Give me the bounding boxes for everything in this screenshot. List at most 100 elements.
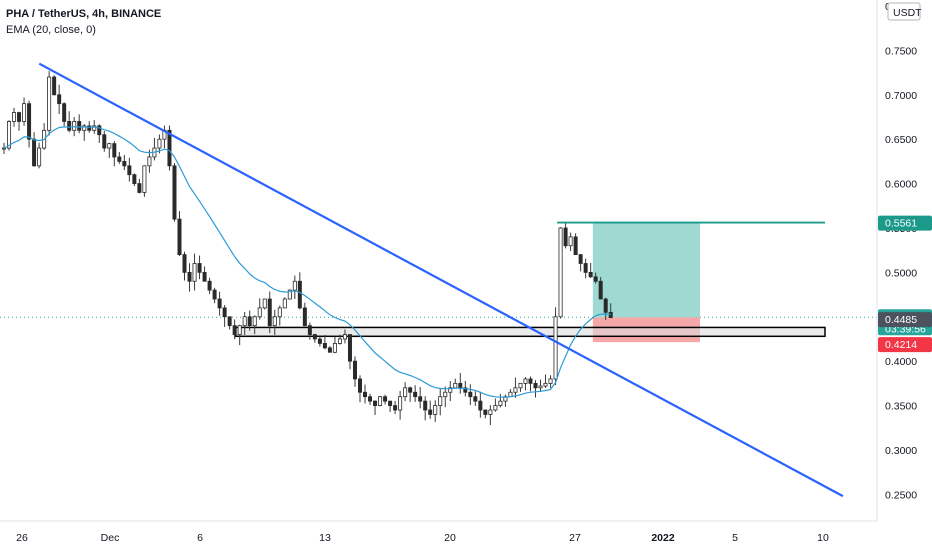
candle-body — [543, 382, 548, 387]
candle-body — [548, 378, 553, 384]
candle-body — [277, 307, 282, 318]
x-tick-label: 13 — [319, 532, 331, 544]
candle-body — [563, 227, 568, 247]
candle-body — [473, 396, 478, 402]
candle-body — [428, 409, 433, 415]
candle-body — [603, 298, 608, 313]
x-tick-label: Dec — [101, 532, 120, 544]
candle-body — [383, 396, 388, 402]
candle-body — [177, 218, 182, 256]
y-tick-label: 0.7000 — [885, 90, 917, 102]
x-tick-label: 10 — [817, 532, 829, 544]
candle-body — [137, 183, 142, 193]
candle-body — [453, 382, 458, 389]
candle-body — [62, 103, 67, 122]
candle-body — [117, 156, 122, 162]
candle-body — [568, 236, 573, 247]
candle-body — [172, 165, 177, 220]
candle-body — [307, 325, 312, 335]
candle-body — [37, 147, 42, 167]
candle-body — [588, 271, 593, 278]
ema-indicator-label[interactable]: EMA (20, close, 0) — [6, 24, 96, 36]
candle-body — [352, 360, 357, 380]
candle-body — [573, 236, 578, 256]
candle-body — [57, 94, 62, 105]
candle-body — [608, 311, 613, 319]
x-tick-label: 5 — [732, 532, 738, 544]
y-tick-label: 0.5000 — [885, 267, 917, 279]
candle-body — [322, 343, 327, 349]
candle-body — [232, 325, 237, 335]
candle-body — [192, 263, 197, 282]
candle-body — [413, 391, 418, 398]
currency-badge — [887, 2, 921, 21]
candle-body — [423, 400, 428, 411]
candle-body — [368, 396, 373, 402]
price-tag-label: 0.5561 — [885, 218, 917, 230]
price-tag-target — [878, 215, 932, 231]
candle-body — [217, 298, 222, 309]
candle-body — [533, 382, 538, 389]
candle-body — [388, 400, 393, 406]
candle-body — [558, 227, 563, 318]
candle-body — [2, 147, 7, 150]
candle-body — [222, 307, 227, 318]
candle-body — [202, 271, 207, 282]
y-tick-label: 0.6000 — [885, 179, 917, 191]
downtrend-line — [38, 62, 844, 498]
candle-body — [433, 405, 438, 415]
candle-body — [478, 400, 483, 411]
candle-body — [72, 121, 77, 131]
candle-body — [327, 347, 332, 353]
y-tick-label: 0.6500 — [885, 134, 917, 146]
candle-body — [373, 400, 378, 406]
x-tick-label: 6 — [197, 532, 203, 544]
candle-body — [463, 387, 468, 393]
price-tag-stop — [878, 337, 932, 353]
candle-body — [287, 289, 292, 300]
candle-body — [102, 134, 107, 149]
candle-body — [443, 391, 448, 398]
candle-body — [528, 378, 533, 384]
currency-label: USDT — [893, 7, 922, 19]
chart-legend: PHA / TetherUS, 4h, BINANCE EMA (20, clo… — [6, 6, 161, 38]
x-tick-label: 27 — [569, 532, 581, 544]
candle-body — [257, 307, 262, 318]
candle-body — [347, 334, 352, 362]
candle-body — [7, 121, 12, 149]
candle-body — [252, 316, 257, 327]
candle-body — [27, 103, 32, 140]
candle-body — [12, 112, 17, 122]
candle-body — [127, 165, 132, 176]
candle-body — [107, 143, 112, 149]
candle-body — [312, 334, 317, 340]
candle-body — [438, 396, 443, 406]
symbol-title: PHA / TetherUS, 4h, BINANCE — [6, 8, 162, 20]
candle-body — [378, 396, 383, 406]
candle-body — [182, 254, 187, 273]
candle-body — [167, 129, 172, 167]
candle-body — [32, 138, 37, 167]
candle-body — [297, 280, 302, 309]
candle-body — [242, 316, 247, 327]
price-tag-dark — [878, 312, 932, 328]
candle-body — [187, 271, 192, 282]
candle-body — [77, 121, 82, 131]
candle-body — [207, 280, 212, 291]
y-tick-label: 0.2500 — [885, 489, 917, 501]
candle-body — [538, 385, 543, 389]
candle-body — [468, 391, 473, 398]
candle-body — [22, 103, 27, 122]
candle-body — [67, 121, 72, 131]
candle-body — [363, 391, 368, 398]
ema-line — [3, 126, 611, 398]
candle-body — [488, 409, 493, 415]
candle-body — [598, 280, 603, 300]
candle-body — [87, 125, 92, 131]
candle-body — [282, 298, 287, 309]
candle-body — [267, 298, 272, 327]
candles-layer — [2, 71, 613, 426]
candle-body — [112, 143, 117, 158]
